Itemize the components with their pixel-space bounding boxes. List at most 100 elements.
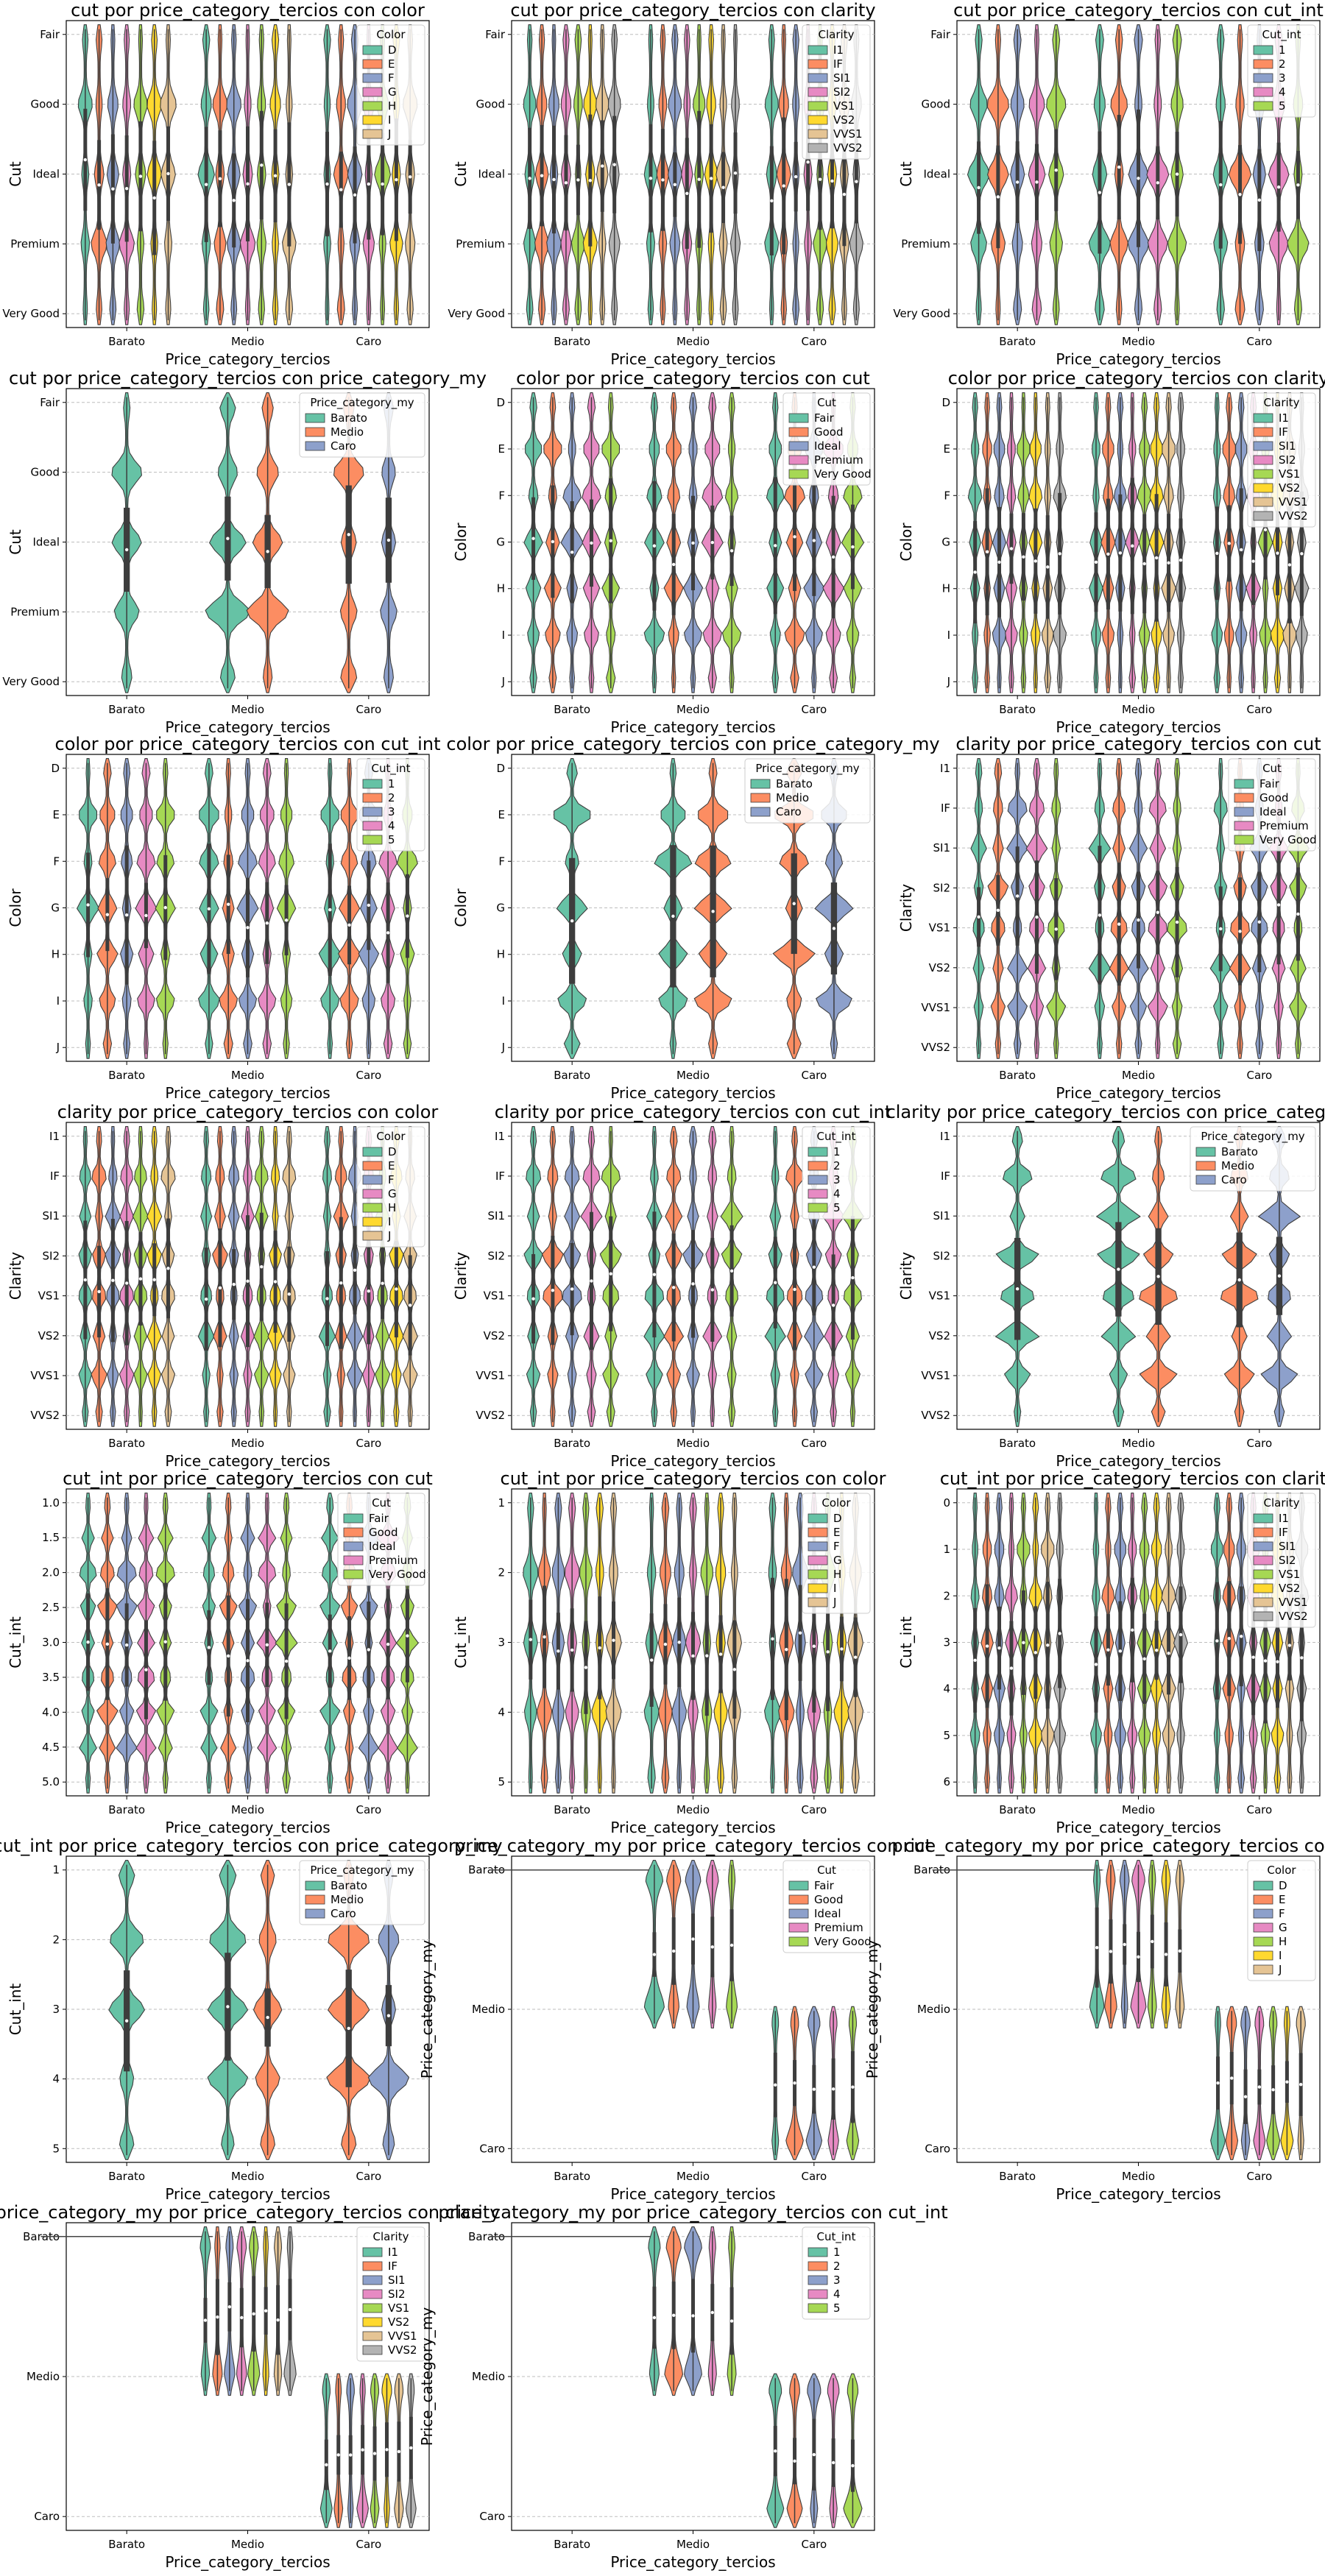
legend-label: 4: [1279, 85, 1286, 99]
x-tick-label: Caro: [1246, 1069, 1272, 1082]
legend-label: Barato: [1221, 1145, 1258, 1158]
violin-median: [672, 562, 676, 567]
legend-label: 5: [388, 833, 395, 846]
violin-median: [252, 2312, 255, 2315]
violin-median: [1009, 1666, 1014, 1670]
chart-title: color por price_category_tercios con cut…: [55, 734, 441, 754]
legend-box: [299, 392, 425, 458]
y-tick-label: 5.0: [42, 1775, 60, 1788]
legend-label: Fair: [814, 1879, 835, 1892]
legend-label: VS2: [1279, 1582, 1300, 1595]
violin-median: [227, 902, 230, 906]
violin-median: [1287, 563, 1292, 567]
legend-label: Ideal: [1259, 805, 1287, 818]
y-tick-label: 1.0: [42, 1496, 60, 1510]
legend-box: [1247, 1493, 1316, 1628]
violin-median: [232, 199, 236, 202]
legend-label: Medio: [331, 425, 364, 439]
legend-label: G: [388, 1187, 397, 1200]
violin-median: [386, 538, 391, 542]
violin-median: [246, 926, 250, 930]
violin-median: [710, 540, 714, 545]
violin-median: [831, 2087, 835, 2091]
legend-box: [802, 1493, 871, 1614]
violin-median: [1237, 1278, 1241, 1282]
violin-median: [1263, 1659, 1268, 1663]
y-tick-label: Ideal: [923, 168, 950, 181]
chart-title: color por price_category_tercios con pri…: [446, 734, 939, 754]
legend-label: VVS2: [1279, 1610, 1308, 1623]
legend-swatch: [1253, 511, 1273, 521]
violin-median: [588, 178, 593, 183]
x-tick-label: Medio: [1122, 1437, 1155, 1450]
violin-median: [729, 1943, 734, 1947]
legend-swatch: [788, 1894, 809, 1905]
chart-title: cut_int por price_category_tercios con c…: [501, 1468, 886, 1489]
legend-label: Premium: [814, 453, 863, 467]
y-tick-label: Good: [476, 98, 506, 111]
violin-median: [996, 195, 1000, 199]
legend-swatch: [750, 793, 771, 803]
x-axis-label: Price_category_tercios: [165, 2553, 330, 2571]
violin-median: [406, 914, 409, 918]
legend-title: Clarity: [1264, 1496, 1300, 1510]
violin-median: [705, 1654, 709, 1657]
legend-box: [1190, 1126, 1316, 1192]
violin-median: [1179, 558, 1183, 562]
violin-median: [124, 1281, 129, 1285]
violin-median: [372, 2452, 377, 2455]
violin-median: [385, 2448, 389, 2452]
violin-median: [1300, 1656, 1304, 1660]
legend-label: SI1: [1279, 439, 1296, 453]
legend-label: 3: [833, 2274, 841, 2287]
violin-median: [1276, 185, 1281, 189]
legend-label: SI2: [833, 85, 851, 99]
legend-title: Clarity: [819, 28, 855, 41]
violin-median: [855, 180, 858, 183]
legend-label: Premium: [814, 1921, 863, 1934]
x-axis-label: Price_category_tercios: [165, 350, 330, 368]
legend-label: J: [387, 1229, 391, 1242]
y-tick-label: I1: [940, 1130, 950, 1143]
violin-median: [609, 539, 612, 542]
x-tick-label: Medio: [1122, 2170, 1155, 2183]
violin-median: [570, 1648, 574, 1652]
x-axis-label: Price_category_tercios: [610, 1452, 775, 1470]
x-tick-label: Medio: [676, 335, 710, 348]
legend-label: Caro: [776, 805, 802, 818]
violin-median: [105, 913, 110, 916]
violin-median: [1239, 548, 1243, 552]
violin-median: [793, 1287, 796, 1292]
subplot-13: 1.0 1.5 2.0 2.5 3.0 3.5 4.0 4.5 5.0 Barato Medio Ca…: [7, 1468, 433, 1836]
legend-label: IF: [833, 57, 843, 71]
legend-label: 3: [1279, 71, 1286, 85]
legend-swatch: [362, 1217, 383, 1227]
legend-label: H: [388, 1201, 396, 1214]
violin-median: [977, 915, 981, 919]
violin-median: [812, 2087, 816, 2091]
y-tick-label: I: [57, 994, 60, 1008]
legend-swatch: [362, 793, 383, 803]
legend-label: I1: [1279, 1512, 1289, 1525]
legend-label: 5: [833, 2301, 841, 2315]
legend-swatch: [362, 1231, 383, 1241]
legend-swatch: [343, 1569, 364, 1579]
x-tick-label: Medio: [1122, 1803, 1155, 1816]
y-tick-label: 4: [943, 1682, 950, 1696]
x-tick-label: Caro: [1246, 2170, 1272, 2183]
violin-median: [710, 2310, 714, 2315]
y-tick-label: Caro: [925, 2142, 950, 2155]
y-tick-label: E: [53, 808, 60, 821]
x-axis-label: Price_category_tercios: [610, 1819, 775, 1836]
violin-median: [1022, 555, 1025, 559]
y-tick-label: SI2: [43, 1249, 60, 1262]
legend-swatch: [1253, 427, 1273, 437]
y-tick-label: E: [944, 442, 950, 456]
violin-median: [1054, 927, 1058, 931]
legend-swatch: [1253, 1964, 1273, 1975]
legend-label: Ideal: [814, 1907, 841, 1920]
x-tick-label: Caro: [1246, 703, 1272, 716]
chart-title: color por price_category_tercios con cut: [516, 368, 870, 389]
violin-median: [395, 178, 398, 182]
y-tick-label: 0: [943, 1496, 950, 1510]
